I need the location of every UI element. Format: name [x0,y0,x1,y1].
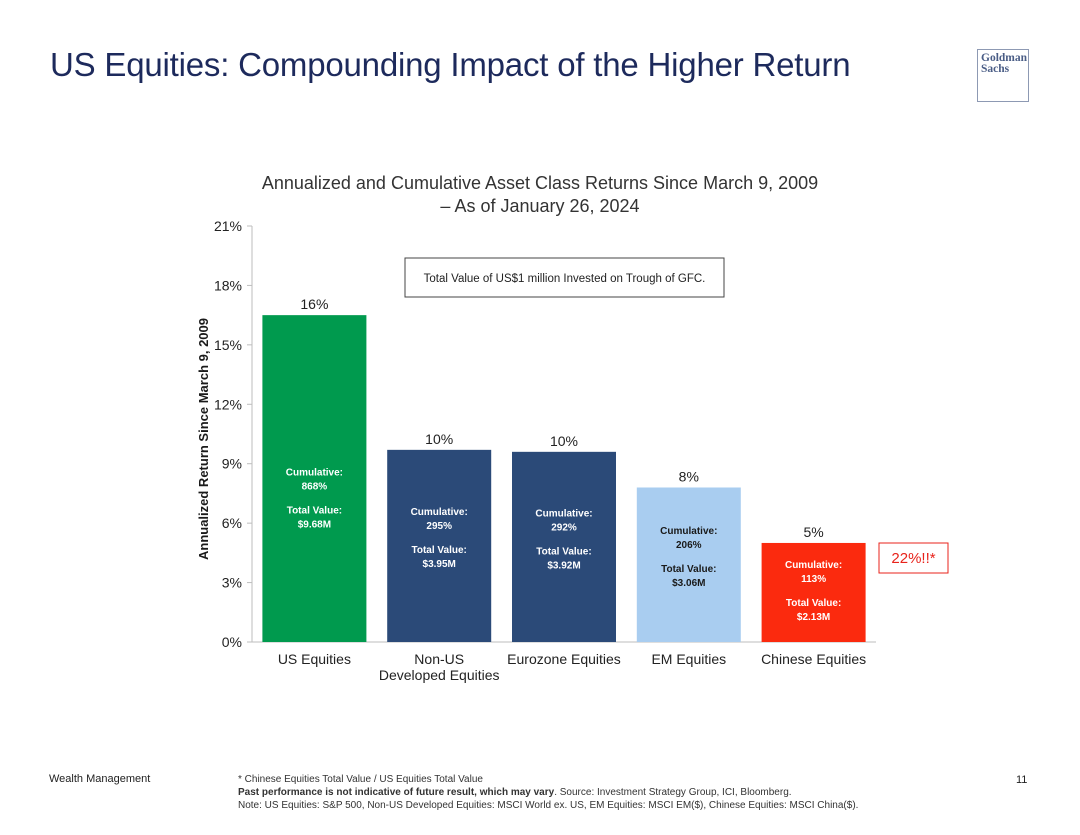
bar-value-label: 5% [803,524,823,540]
y-tick-label: 21% [214,218,242,234]
bar-total-value-label: Total Value: [661,564,716,575]
bar-value-label: 16% [300,296,328,312]
bar [512,451,616,642]
bar-total-value: $3.92M [547,560,580,571]
y-tick-label: 0% [222,634,242,650]
bar-cumulative-label: Cumulative: [785,560,842,571]
y-axis-title: Annualized Return Since March 9, 2009 [196,318,211,560]
footnote-index-note: Note: US Equities: S&P 500, Non-US Devel… [238,800,859,811]
bar-cumulative-label: Cumulative: [411,507,468,518]
chart-title: Annualized and Cumulative Asset Class Re… [200,172,880,218]
bar-cumulative-value: 868% [302,481,328,492]
bar-total-value-label: Total Value: [786,598,841,609]
bar-cumulative-value: 113% [801,574,826,585]
y-tick-label: 3% [222,575,242,591]
bar-value-label: 10% [550,433,578,449]
bar-cumulative-value: 292% [551,522,577,533]
bar [387,449,492,642]
chart-title-line-1: Annualized and Cumulative Asset Class Re… [261,173,819,193]
x-category-label: Developed Equities [379,667,500,683]
bar-value-label: 8% [679,468,699,484]
footnote-source: . Source: Investment Strategy Group, ICI… [554,787,792,798]
bar-total-value: $2.13M [797,612,830,623]
bar [262,315,367,642]
bar-cumulative-label: Cumulative: [286,467,343,478]
y-tick-label: 9% [222,456,242,472]
page-number: 11 [1016,774,1028,786]
chart-title-line-2: – As of January 26, 2024 [440,196,640,216]
bar-total-value: $3.06M [672,578,705,589]
bar [761,542,866,642]
y-tick-label: 12% [214,396,242,412]
y-tick-label: 6% [222,515,242,531]
bar-cumulative-label: Cumulative: [660,526,717,537]
x-category-label: Non-US [414,651,464,667]
callout-text: 22%!!* [891,550,935,567]
slide-title: US Equities: Compounding Impact of the H… [50,46,851,83]
footnote-disclaimer-bold: Past performance is not indicative of fu… [238,787,555,798]
logo-line-1: Goldman [981,52,1028,64]
x-category-label: Chinese Equities [761,651,866,667]
bar [636,487,741,642]
y-tick-label: 18% [214,277,242,293]
bar-total-value: $9.68M [298,519,331,530]
footer-wealth-management: Wealth Management [49,773,151,785]
x-category-label: US Equities [278,651,351,667]
y-tick-label: 15% [214,337,242,353]
bar-total-value: $3.95M [423,559,456,570]
x-category-label: EM Equities [651,651,726,667]
callout-box [878,542,949,574]
annotation-text: Total Value of US$1 million Invested on … [424,273,706,285]
x-category-label: Eurozone Equities [507,651,621,667]
bar-cumulative-value: 206% [676,540,702,551]
footnote-chinese-ratio: * Chinese Equities Total Value / US Equi… [238,774,483,785]
goldman-sachs-logo: Goldman Sachs [977,49,1029,102]
bar-total-value-label: Total Value: [412,545,467,556]
logo-line-2: Sachs [981,63,1010,75]
bar-total-value-label: Total Value: [536,546,591,557]
bar-cumulative-label: Cumulative: [535,508,592,519]
bar-total-value-label: Total Value: [287,505,342,516]
bar-value-label: 10% [425,431,453,447]
footnote-disclaimer: Past performance is not indicative of fu… [238,786,858,799]
annotation-box [404,257,725,298]
footnotes: * Chinese Equities Total Value / US Equi… [238,773,858,812]
bar-cumulative-value: 295% [426,521,452,532]
